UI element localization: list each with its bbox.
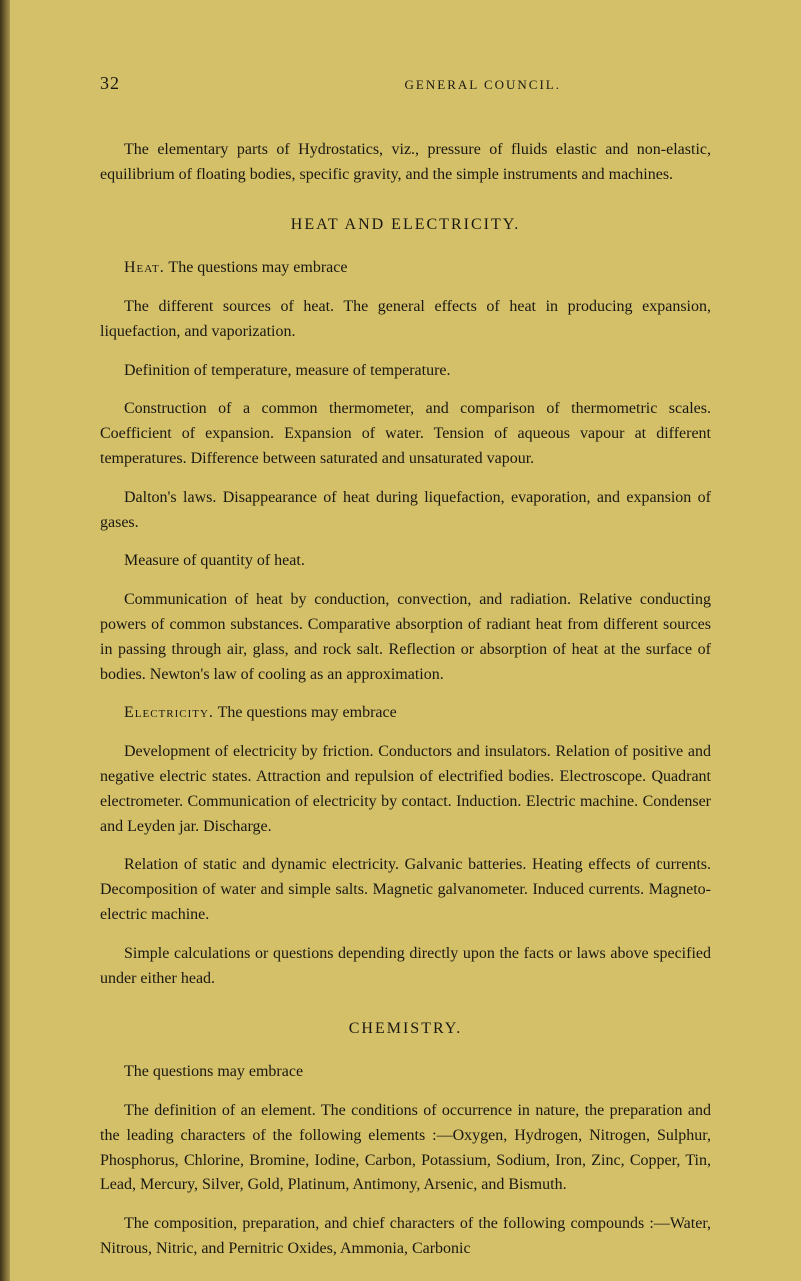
electricity-label: Electricity. bbox=[124, 704, 214, 721]
heat-label: Heat. bbox=[124, 259, 165, 276]
heat-intro: Heat. The questions may embrace bbox=[100, 256, 711, 281]
page-header: 32 GENERAL COUNCIL. bbox=[100, 70, 711, 98]
running-head: GENERAL COUNCIL. bbox=[405, 75, 561, 95]
intro-paragraph: The elementary parts of Hydrostatics, vi… bbox=[100, 138, 711, 188]
document-page: 32 GENERAL COUNCIL. The elementary parts… bbox=[0, 0, 801, 1281]
binding-edge bbox=[0, 0, 10, 1281]
electricity-p3: Simple calculations or questions dependi… bbox=[100, 942, 711, 992]
heat-p4: Dalton's laws. Disappearance of heat dur… bbox=[100, 486, 711, 536]
heat-intro-text: The questions may embrace bbox=[165, 259, 348, 276]
page-number: 32 bbox=[100, 70, 120, 98]
heat-p6: Communication of heat by conduction, con… bbox=[100, 588, 711, 687]
section-title-chemistry: CHEMISTRY. bbox=[100, 1017, 711, 1042]
electricity-p1: Development of electricity by friction. … bbox=[100, 740, 711, 839]
heat-p3: Construction of a common thermometer, an… bbox=[100, 397, 711, 471]
chemistry-p2: The definition of an element. The condit… bbox=[100, 1099, 711, 1198]
heat-p1: The different sources of heat. The gener… bbox=[100, 295, 711, 345]
electricity-intro: Electricity. The questions may embrace bbox=[100, 701, 711, 726]
electricity-p2: Relation of static and dynamic electrici… bbox=[100, 853, 711, 927]
heat-p5: Measure of quantity of heat. bbox=[100, 549, 711, 574]
section-title-heat-electricity: HEAT AND ELECTRICITY. bbox=[100, 213, 711, 238]
chemistry-p1: The questions may embrace bbox=[100, 1060, 711, 1085]
chemistry-p3: The composition, preparation, and chief … bbox=[100, 1212, 711, 1262]
electricity-intro-text: The questions may embrace bbox=[214, 704, 397, 721]
heat-p2: Definition of temperature, measure of te… bbox=[100, 359, 711, 384]
